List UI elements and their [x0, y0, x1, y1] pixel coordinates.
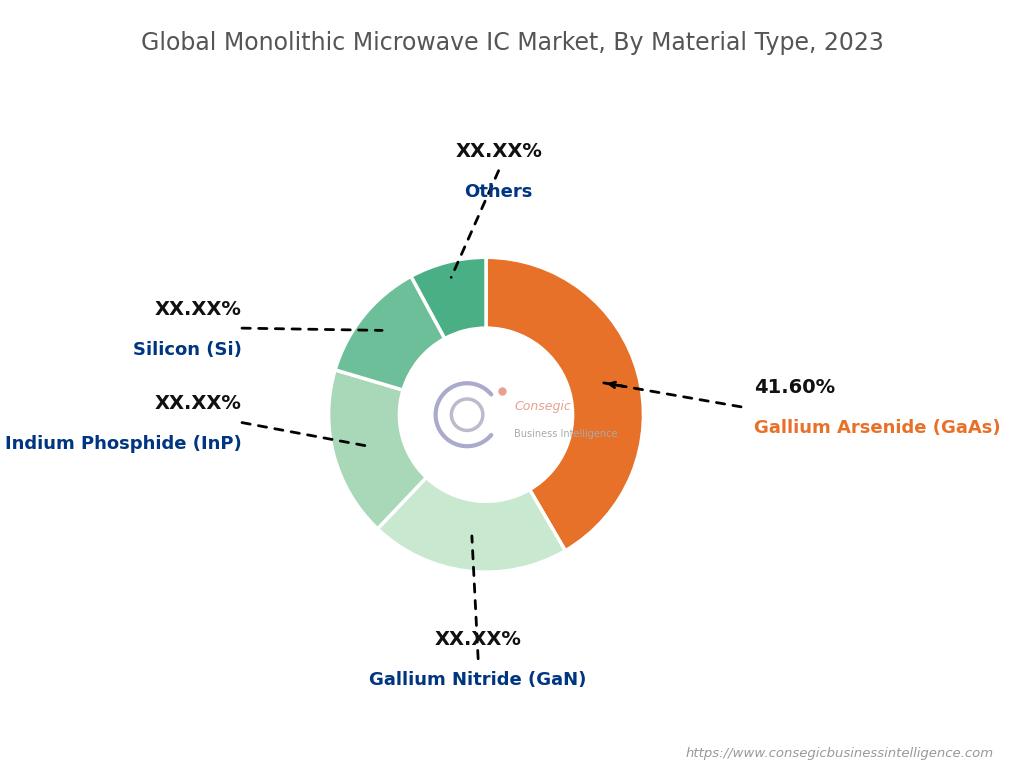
Text: Silicon (Si): Silicon (Si) [133, 341, 242, 359]
Wedge shape [329, 370, 426, 529]
Text: Business Intelligence: Business Intelligence [514, 429, 617, 439]
Text: XX.XX%: XX.XX% [155, 300, 242, 319]
Wedge shape [378, 478, 565, 572]
Text: Global Monolithic Microwave IC Market, By Material Type, 2023: Global Monolithic Microwave IC Market, B… [140, 31, 884, 55]
Text: Gallium Arsenide (GaAs): Gallium Arsenide (GaAs) [754, 419, 1000, 438]
Wedge shape [411, 257, 486, 339]
Text: Indium Phosphide (InP): Indium Phosphide (InP) [5, 435, 242, 453]
Text: XX.XX%: XX.XX% [435, 631, 521, 649]
Text: Others: Others [465, 184, 532, 201]
Text: XX.XX%: XX.XX% [456, 142, 542, 161]
Text: https://www.consegicbusinessintelligence.com: https://www.consegicbusinessintelligence… [685, 747, 993, 760]
Text: 41.60%: 41.60% [754, 379, 835, 397]
Wedge shape [486, 257, 643, 551]
Text: Gallium Nitride (GaN): Gallium Nitride (GaN) [370, 671, 587, 690]
Wedge shape [335, 276, 444, 390]
Text: XX.XX%: XX.XX% [155, 394, 242, 413]
Text: Consegic: Consegic [514, 400, 571, 413]
